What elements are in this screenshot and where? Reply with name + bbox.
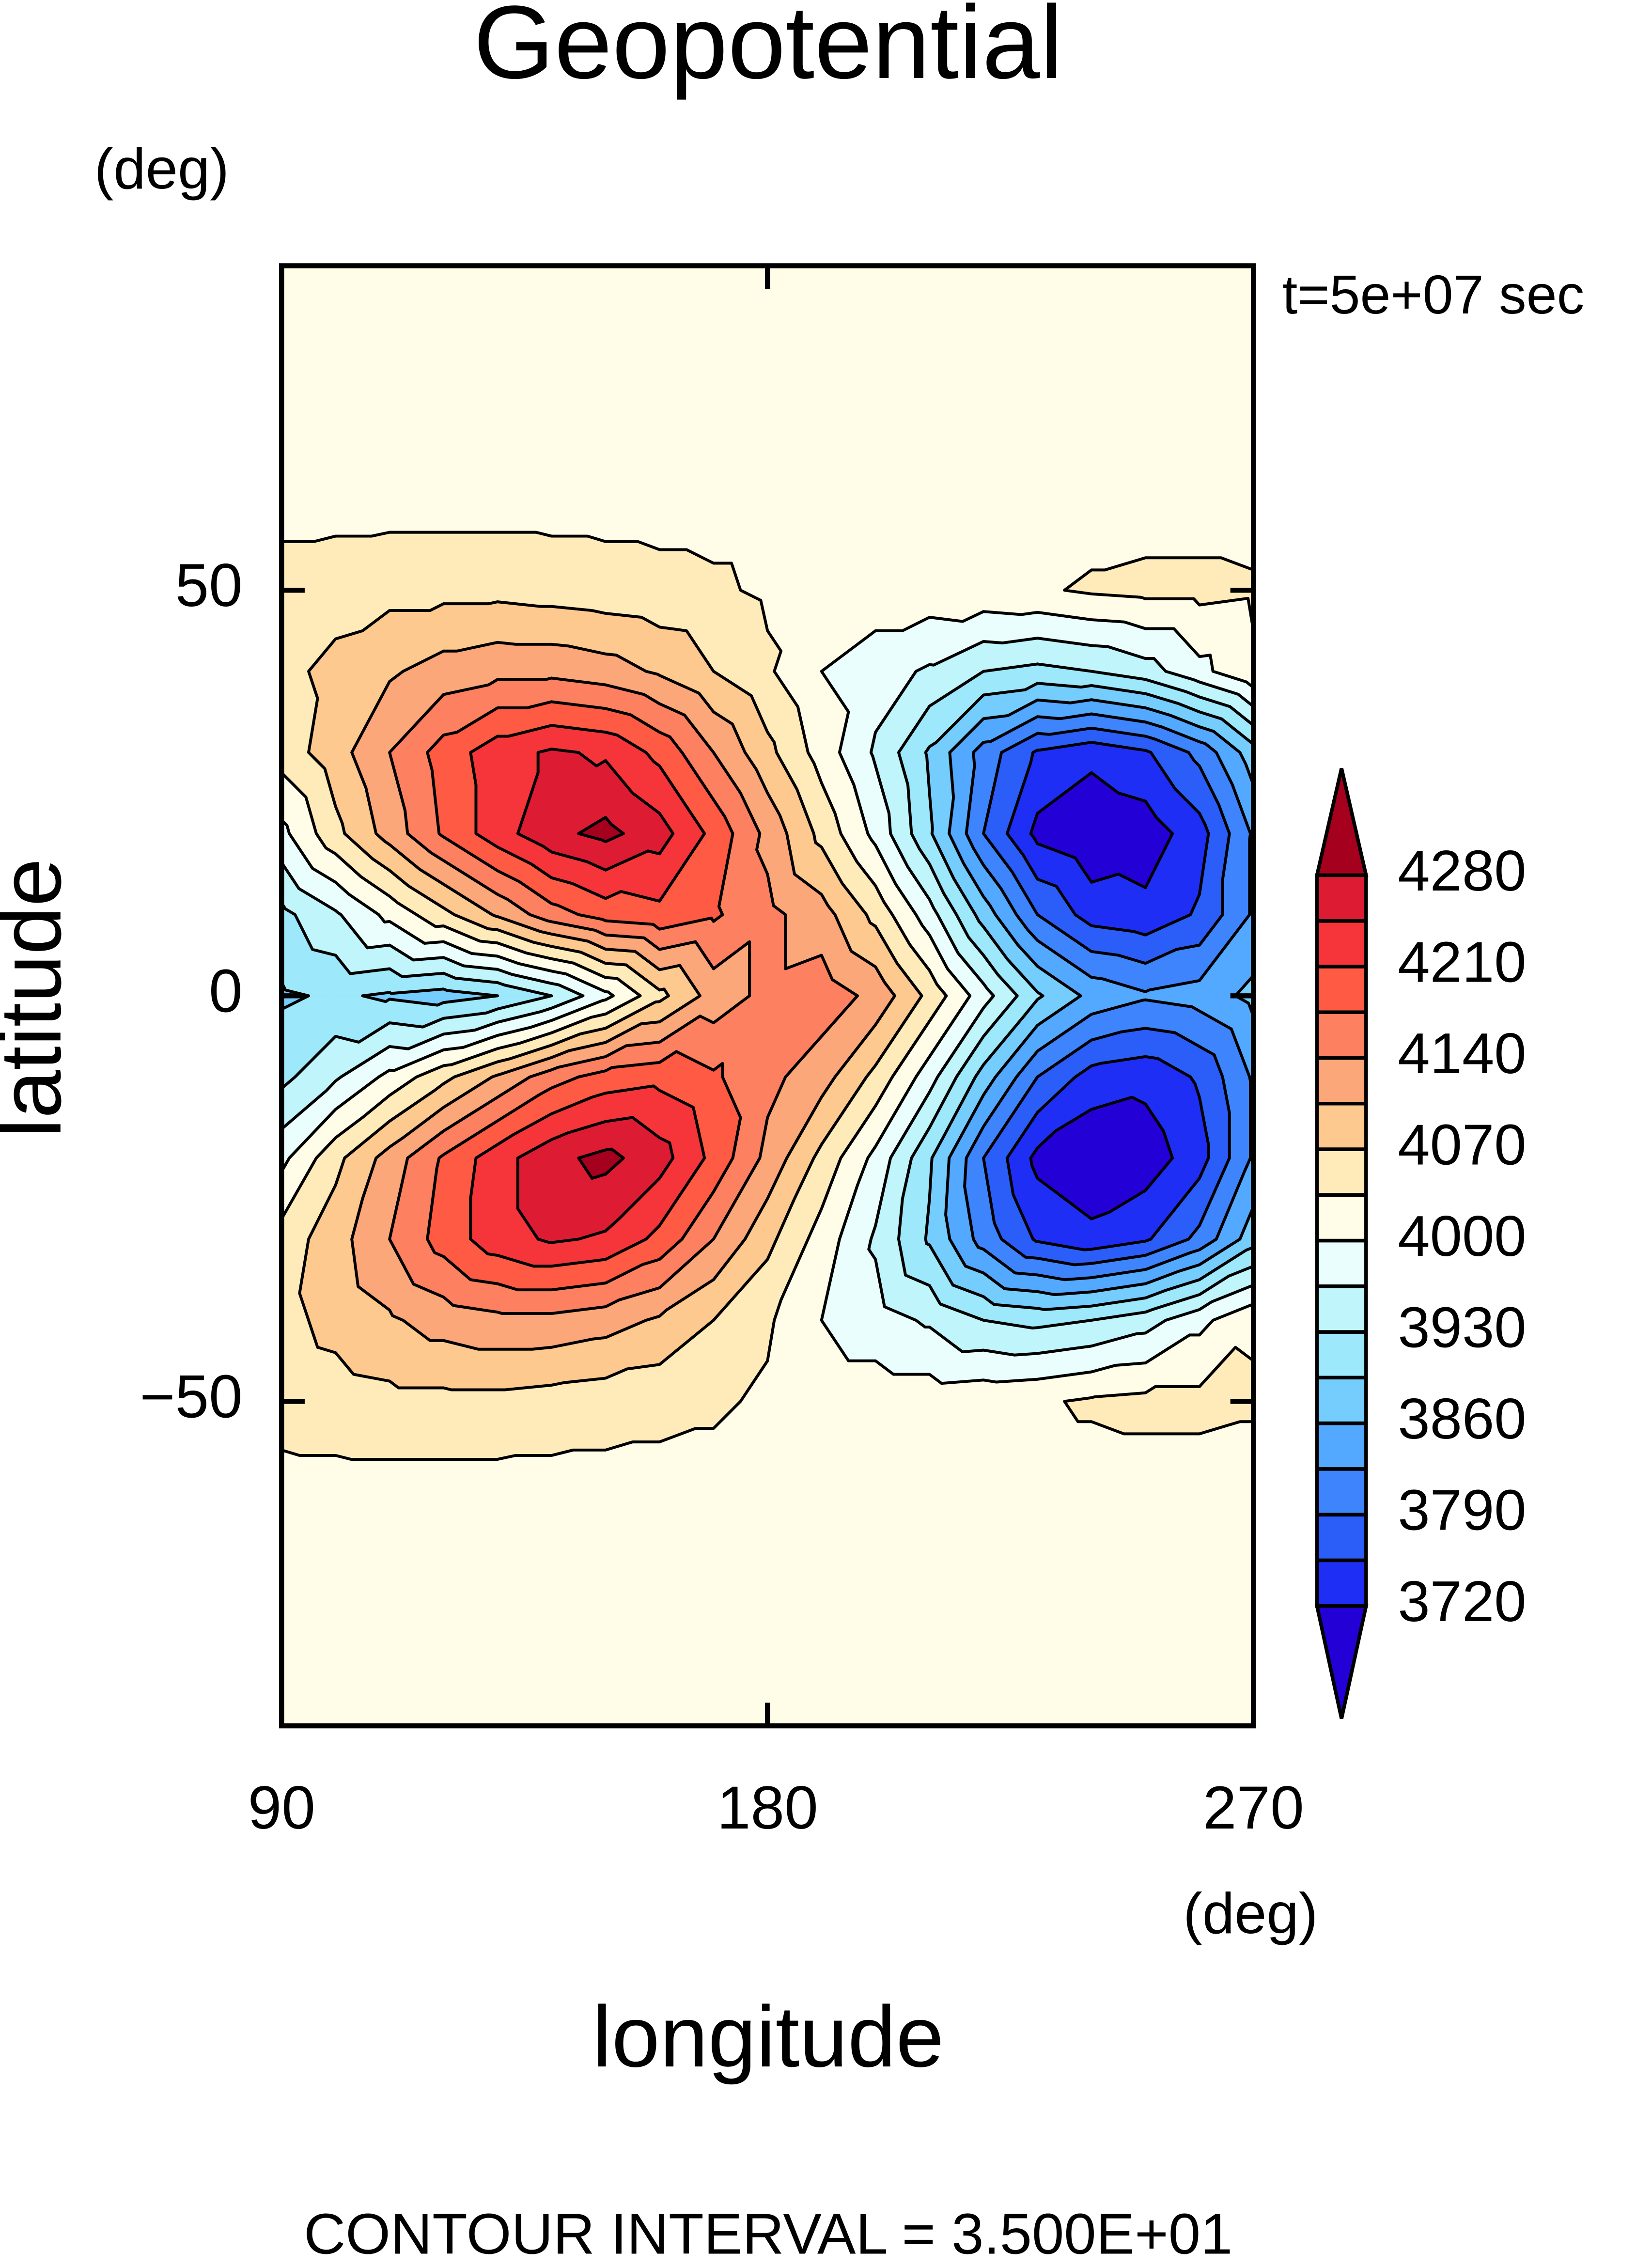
colorbar-tick-label: 4070 (1398, 1112, 1526, 1177)
contour-fill (983, 266, 1038, 348)
colorbar-bin (1315, 1238, 1368, 1288)
colorbar-tick-label: 3790 (1398, 1478, 1526, 1543)
contour-fill (605, 266, 660, 348)
contour-fill (1199, 266, 1254, 348)
contour-line (281, 662, 1254, 1329)
contour-fill (713, 266, 768, 348)
contour-line (426, 700, 742, 1292)
colorbar-triangle (1314, 767, 1369, 877)
contour-line (281, 682, 1254, 1311)
chart-title: Geopotential (473, 0, 1063, 100)
contour-fill (281, 266, 336, 348)
contour-line (516, 748, 675, 1244)
contour-fill (821, 266, 876, 348)
contour-line (281, 531, 1254, 1461)
colorbar-bin (1315, 1558, 1368, 1608)
contour-fill (443, 590, 499, 604)
axes: 3720 3790 3860 3930 4000 4070 4140 4210 4280 90 18… (140, 263, 1527, 1842)
y-tick-label: 0 (209, 957, 243, 1025)
contour-fill (1037, 266, 1092, 348)
y-tick-label: 50 (175, 551, 243, 619)
colorbar-triangle (1314, 1604, 1369, 1719)
colorbar-bin (1315, 1467, 1368, 1517)
contour-line (577, 815, 625, 1180)
contour-fill (497, 266, 552, 348)
colorbar-bin (1315, 1147, 1368, 1197)
colorbar-bin (1315, 873, 1368, 923)
contour-fill (659, 266, 714, 348)
contour-fill (335, 266, 390, 348)
x-axis-label: longitude (592, 1988, 944, 2085)
contour-line (469, 724, 706, 1268)
colorbar-bin (1315, 1101, 1368, 1151)
field (281, 266, 1254, 1726)
colorbar-bin (1315, 1193, 1368, 1243)
colorbar-bin (1315, 1376, 1368, 1425)
x-tick-label: 90 (248, 1774, 315, 1842)
colorbar-tick-label: 3720 (1398, 1569, 1526, 1634)
contour-line (982, 726, 1231, 1266)
contour-fill (442, 1389, 498, 1402)
colorbar-tick-label: 4140 (1398, 1021, 1526, 1086)
colorbar-tick-label: 4210 (1398, 930, 1526, 994)
colorbar-bin (1315, 1421, 1368, 1471)
colorbar-bin (1315, 1513, 1368, 1563)
contour-line (298, 600, 923, 1391)
x-tick-label: 180 (717, 1774, 818, 1842)
contour-line (388, 676, 859, 1315)
contour-fill (1145, 266, 1200, 348)
y-units: (deg) (94, 137, 229, 201)
colorbar-tick-label: 3860 (1398, 1387, 1526, 1451)
colorbar-bin (1315, 919, 1368, 969)
contour-line (350, 641, 896, 1351)
colorbar-tick-label: 4280 (1398, 839, 1526, 903)
contour-line (281, 610, 1254, 1385)
y-tick-label: −50 (140, 1362, 242, 1430)
contour-fill (1091, 266, 1146, 348)
contour-fill (767, 266, 822, 348)
colorbar-bin (1315, 1056, 1368, 1106)
contour-fill (389, 266, 444, 348)
contour-line (1029, 771, 1174, 1220)
annotation: t=5e+07 sec (1282, 264, 1584, 326)
contour-fill (929, 266, 984, 348)
contour-fill (551, 266, 607, 348)
contour-fill (443, 266, 499, 348)
contour-line (944, 698, 1254, 1297)
x-units: (deg) (1183, 1881, 1318, 1946)
contour-line (963, 712, 1252, 1282)
contour-lines (281, 531, 1254, 1461)
x-tick-label: 270 (1203, 1774, 1304, 1842)
colorbar-tick-label: 4000 (1398, 1204, 1526, 1268)
colorbar-bin (1315, 1284, 1368, 1334)
colorbar-bin (1315, 1330, 1368, 1380)
contour-line (281, 637, 1254, 1357)
colorbar-bin (1315, 965, 1368, 1014)
footer: CONTOUR INTERVAL = 3.500E+01 (304, 2202, 1232, 2267)
colorbar-tick-label: 3930 (1398, 1296, 1526, 1360)
colorbar-bin (1315, 1010, 1368, 1060)
contour-fill (875, 266, 930, 348)
contour-line (1005, 741, 1210, 1251)
y-axis-label: latitude (0, 858, 79, 1138)
